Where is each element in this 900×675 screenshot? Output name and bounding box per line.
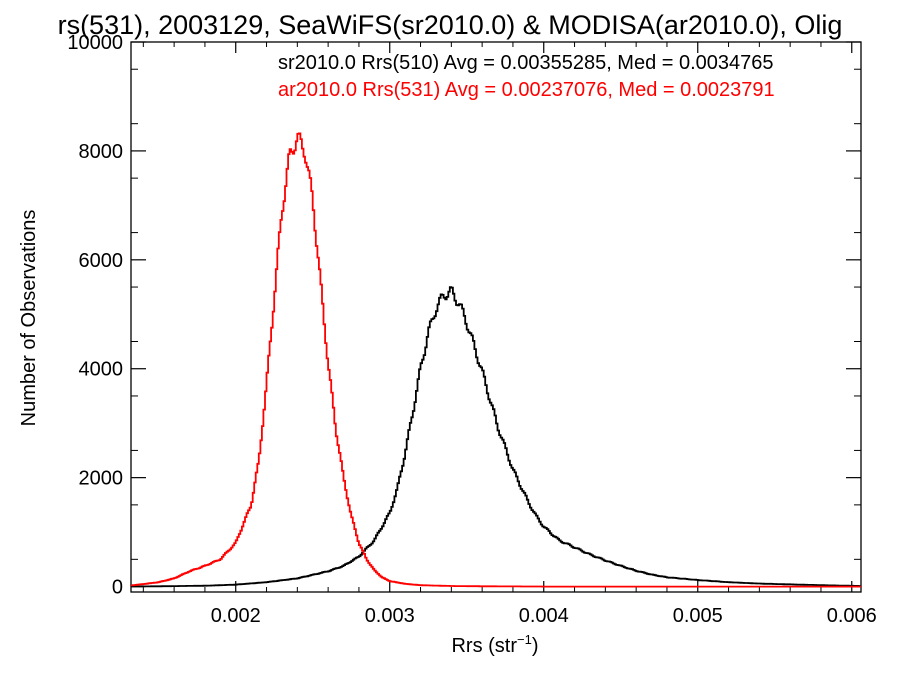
- y-tick-label: 10000: [67, 32, 123, 54]
- y-tick-label: 8000: [79, 141, 124, 163]
- x-tick-label: 0.005: [673, 605, 723, 627]
- series-line-red: [131, 132, 861, 588]
- x-axis-label-close: ): [532, 635, 539, 657]
- y-tick-label: 0: [112, 577, 123, 599]
- y-axis-label: Number of Observations: [18, 210, 40, 427]
- chart-title: rs(531), 2003129, SeaWiFS(sr2010.0) & MO…: [58, 10, 843, 40]
- x-tick-label: 0.003: [365, 605, 415, 627]
- x-tick-label: 0.006: [827, 605, 877, 627]
- series-line-black: [131, 286, 861, 588]
- y-tick-label: 4000: [79, 359, 124, 381]
- annotation-black: sr2010.0 Rrs(510) Avg = 0.00355285, Med …: [278, 52, 774, 74]
- x-axis-label-main: Rrs (str: [451, 635, 517, 657]
- x-tick-label: 0.004: [519, 605, 569, 627]
- y-tick-label: 6000: [79, 250, 124, 272]
- x-axis-label: Rrs (str−1): [451, 632, 538, 657]
- x-tick-label: 0.002: [211, 605, 261, 627]
- plot-frame: [130, 41, 862, 593]
- tick-labels: 0.002 0.003 0.004 0.005 0.006 0 2000 4000 6000 80…: [67, 32, 876, 627]
- x-axis-label-sup: −1: [517, 632, 532, 647]
- plot-axes: [130, 41, 862, 593]
- annotation-red: ar2010.0 Rrs(531) Avg = 0.00237076, Med …: [278, 79, 775, 101]
- plot-series: [131, 132, 861, 588]
- y-tick-label: 2000: [79, 468, 124, 490]
